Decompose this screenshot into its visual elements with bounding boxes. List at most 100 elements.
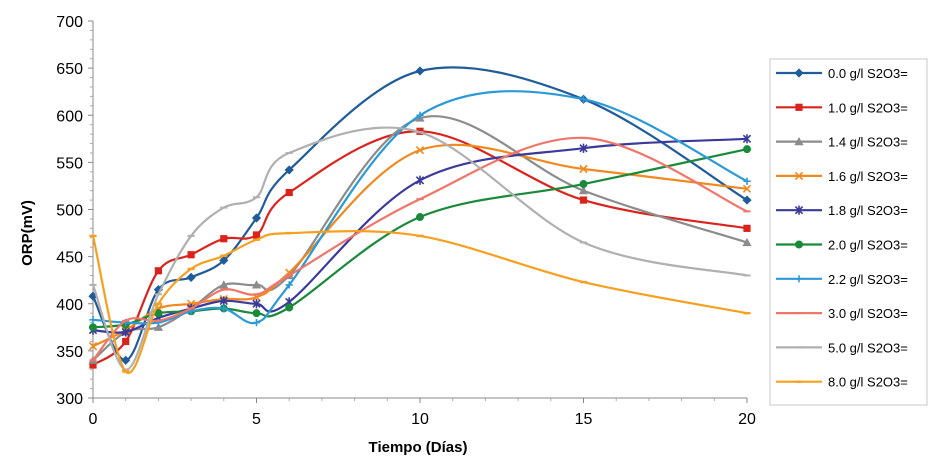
data-point	[252, 299, 261, 309]
y-tick-label: 500	[56, 203, 83, 220]
series-7	[89, 90, 751, 327]
data-point	[578, 186, 589, 195]
data-point	[284, 165, 294, 175]
series-line	[92, 130, 748, 366]
data-point	[219, 255, 229, 265]
legend-item: 1.4 g/l S2O3=	[776, 135, 908, 150]
legend-swatch-marker	[795, 240, 803, 249]
legend-swatch-marker	[794, 68, 804, 78]
data-point	[187, 251, 195, 259]
x-tick-label: 15	[575, 411, 593, 428]
series-line	[91, 126, 748, 371]
series-10	[89, 230, 751, 375]
legend-item: 2.0 g/l S2O3=	[776, 238, 908, 253]
legend-item: 1.8 g/l S2O3=	[776, 203, 908, 218]
data-point	[252, 319, 261, 327]
data-point	[219, 280, 229, 289]
data-point	[89, 316, 97, 324]
series-lines	[88, 66, 752, 375]
legend-item: 2.2 g/l S2O3=	[776, 272, 908, 287]
series-line	[92, 143, 748, 348]
y-axis: 300 350 400 450 500 550 600 650 700	[56, 14, 94, 408]
legend-label: 2.2 g/l S2O3=	[828, 272, 908, 287]
y-tick-label: 400	[56, 297, 83, 314]
legend-label: 1.8 g/l S2O3=	[828, 203, 908, 218]
data-point	[89, 361, 97, 369]
legend-swatch-marker	[795, 103, 803, 111]
legend-swatch-marker	[794, 171, 804, 181]
data-point	[742, 237, 752, 247]
y-tick-label: 300	[56, 391, 83, 408]
legend-item: 1.6 g/l S2O3=	[776, 169, 908, 184]
data-point	[579, 180, 588, 189]
legend-item: 8.0 g/l S2O3=	[776, 375, 908, 390]
data-point	[220, 235, 228, 243]
legend-label: 0.0 g/l S2O3=	[828, 66, 908, 81]
legend-label: 1.6 g/l S2O3=	[828, 169, 908, 184]
data-point	[742, 184, 752, 193]
y-tick-label: 450	[56, 250, 83, 267]
y-tick-label: 550	[56, 155, 83, 172]
legend: 0.0 g/l S2O3= 1.0 g/l S2O3= 1.4 g/l S2O3= 1…	[769, 58, 928, 406]
data-point	[285, 303, 294, 312]
x-tick-label: 20	[738, 411, 756, 428]
data-point	[415, 145, 425, 155]
data-point	[89, 323, 97, 332]
series-line	[92, 115, 748, 362]
legend-swatch-marker	[794, 205, 804, 215]
data-point	[742, 134, 752, 144]
data-point	[251, 213, 262, 223]
legend-label: 8.0 g/l S2O3=	[828, 375, 908, 390]
data-point	[122, 337, 130, 346]
data-point	[154, 309, 163, 318]
data-point	[579, 196, 588, 204]
data-point	[416, 213, 424, 222]
data-point	[579, 143, 588, 153]
data-point	[88, 291, 98, 301]
data-point	[153, 322, 163, 331]
x-tick-label: 10	[411, 411, 429, 428]
data-point	[88, 341, 98, 351]
data-point	[285, 188, 293, 197]
data-point	[416, 111, 424, 119]
data-point	[579, 164, 588, 174]
data-point	[219, 296, 228, 306]
y-tick-label: 650	[56, 61, 83, 78]
series-line	[92, 90, 748, 325]
series-line	[92, 137, 748, 334]
x-tick-label: 0	[89, 411, 98, 428]
legend-item: 3.0 g/l S2O3=	[776, 306, 908, 321]
series-4	[88, 143, 752, 351]
data-point	[743, 145, 751, 154]
legend-label: 3.0 g/l S2O3=	[828, 306, 908, 321]
series-line	[92, 136, 748, 362]
data-point	[415, 66, 425, 76]
series-9	[89, 126, 751, 371]
data-point	[743, 177, 751, 185]
x-axis-title: Tiempo (Días)	[369, 439, 468, 456]
data-point	[252, 231, 261, 239]
data-point	[186, 272, 196, 282]
y-tick-label: 700	[56, 14, 83, 31]
legend-item: 1.0 g/l S2O3=	[776, 100, 908, 115]
legend-item: 5.0 g/l S2O3=	[776, 340, 908, 355]
legend-label: 1.0 g/l S2O3=	[828, 100, 908, 115]
legend-label: 5.0 g/l S2O3=	[828, 340, 908, 355]
legend-label: 1.4 g/l S2O3=	[828, 135, 908, 150]
y-axis-title: ORP(mV)	[19, 200, 36, 266]
data-point	[121, 327, 130, 337]
data-point	[220, 304, 228, 313]
data-point	[121, 355, 131, 365]
legend-label: 2.0 g/l S2O3=	[828, 238, 908, 253]
data-point	[742, 195, 752, 205]
data-point	[154, 267, 162, 275]
y-tick-label: 600	[56, 108, 83, 125]
data-point	[251, 280, 262, 289]
legend-swatch-marker	[794, 137, 804, 146]
data-point	[285, 281, 293, 289]
x-tick-label: 5	[252, 411, 261, 428]
y-tick-label: 350	[56, 344, 83, 361]
series-8	[89, 136, 751, 362]
